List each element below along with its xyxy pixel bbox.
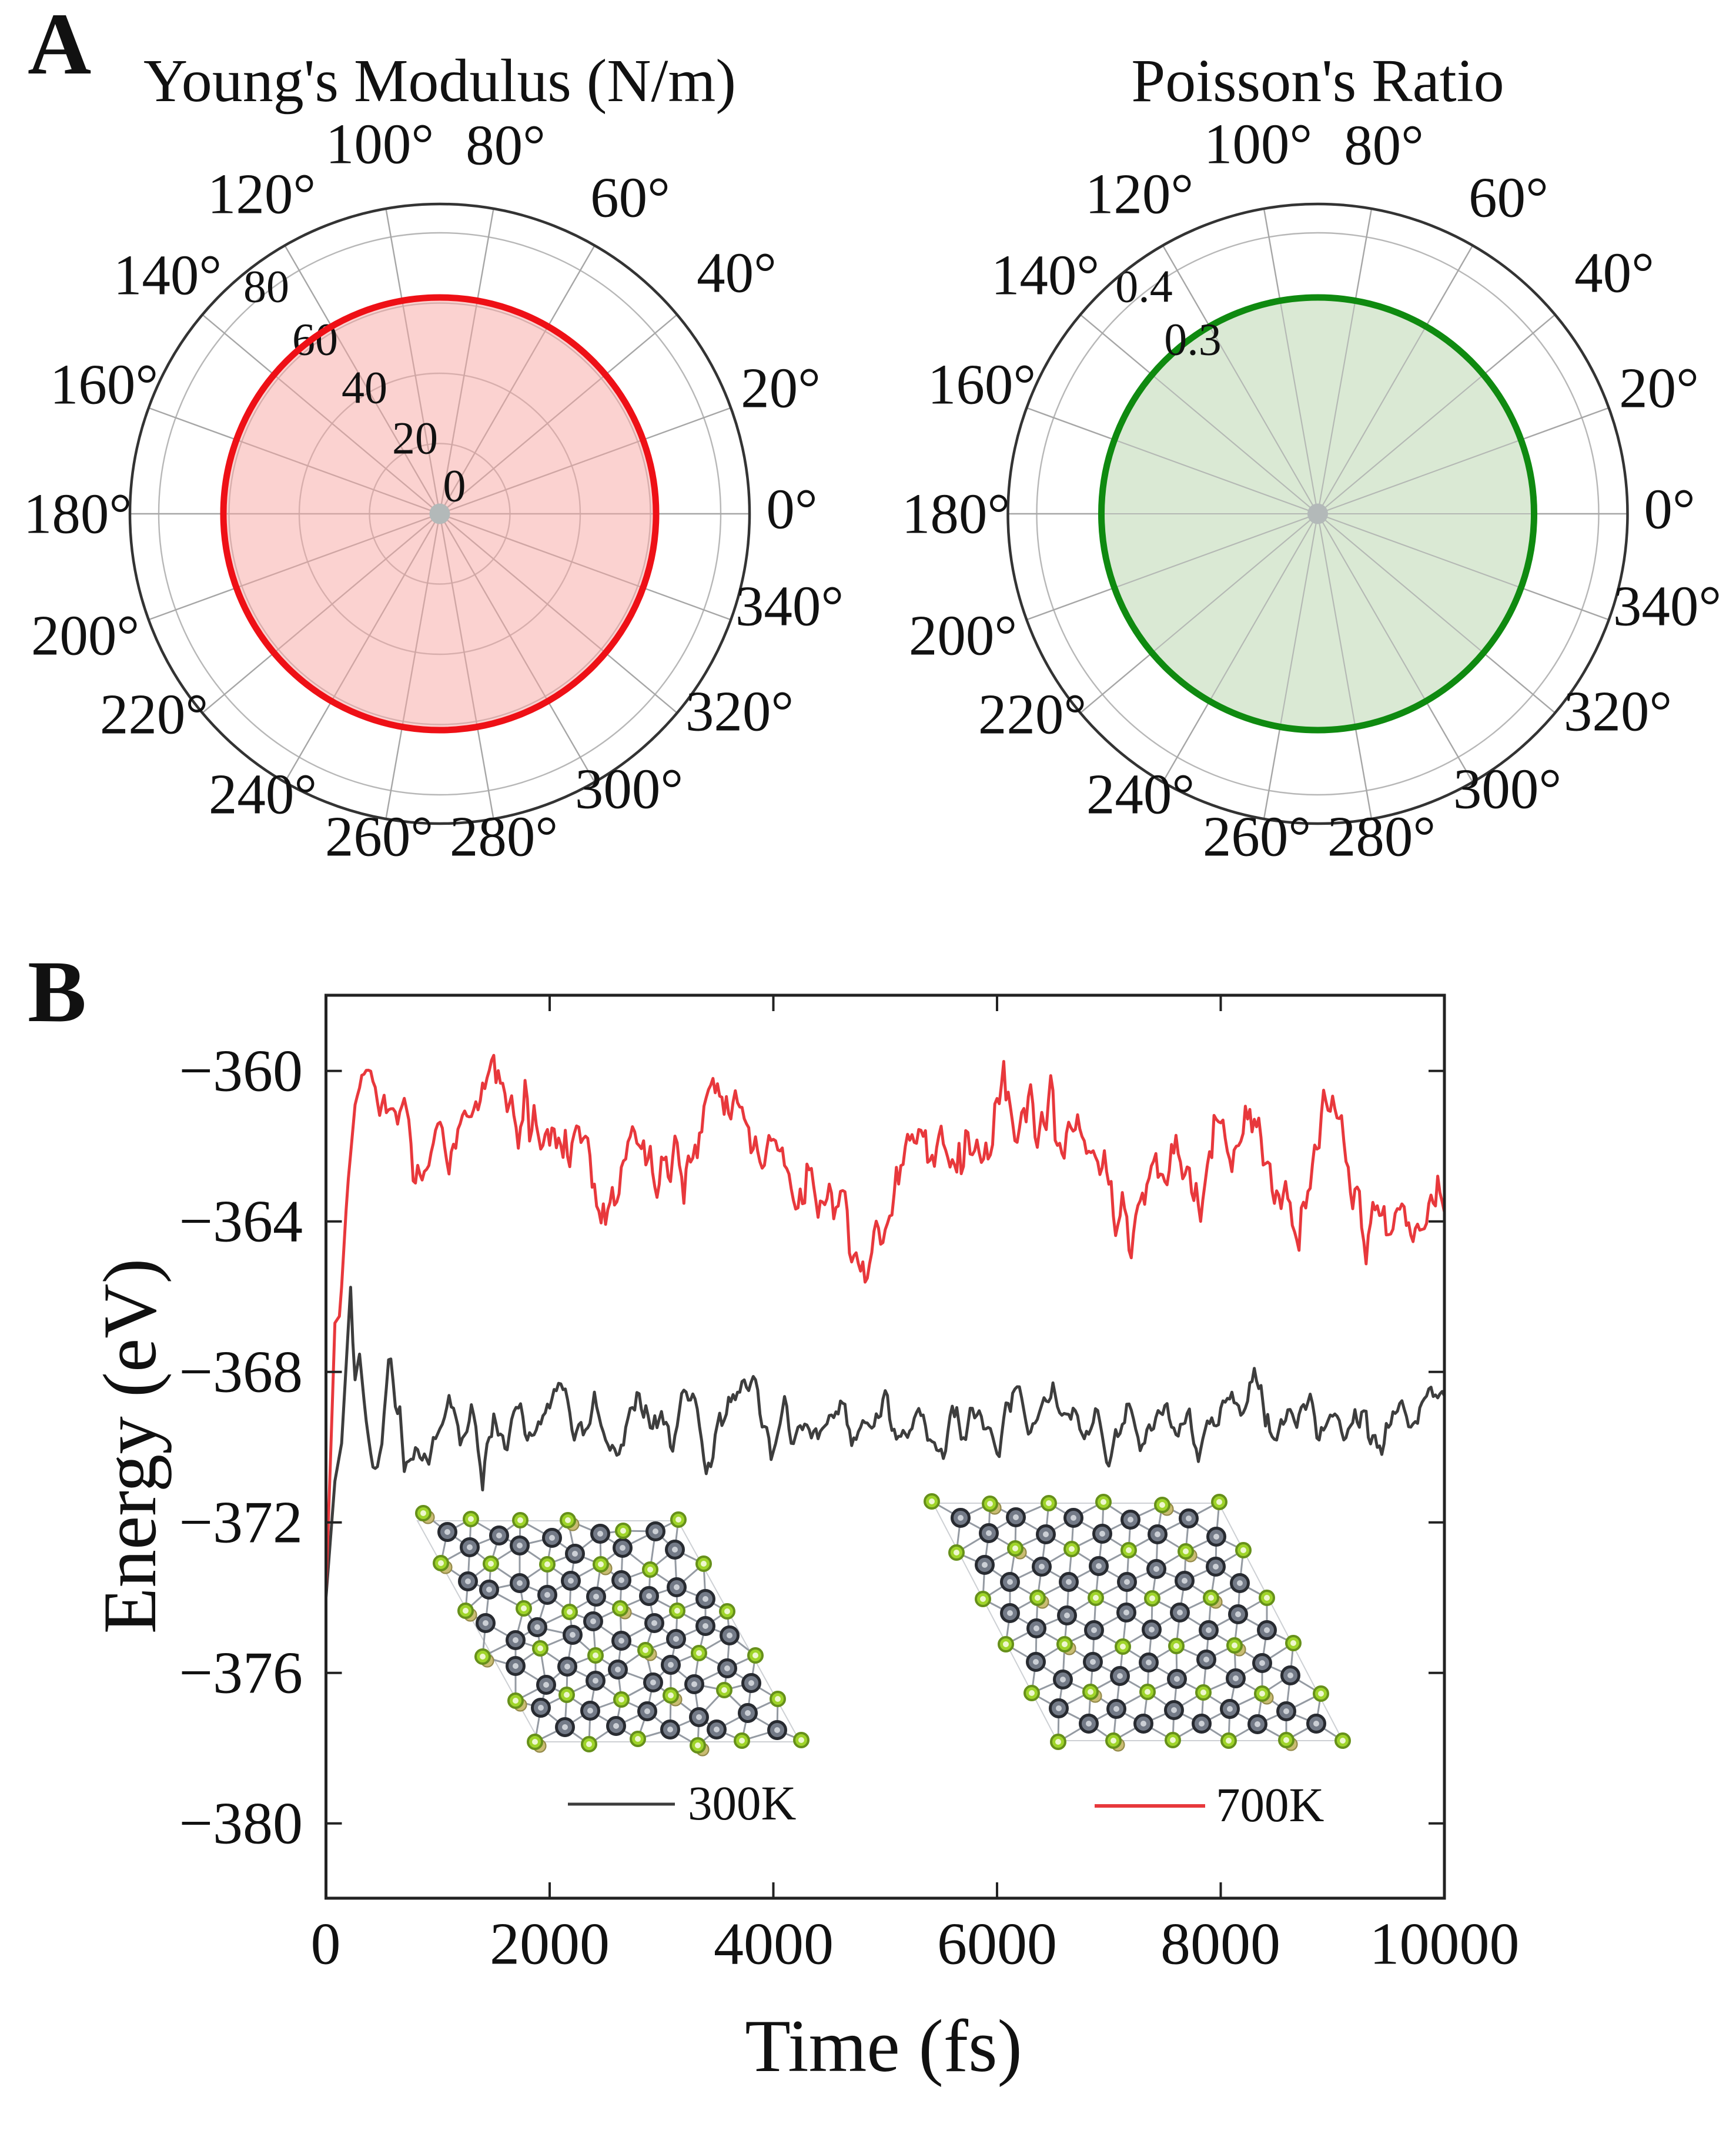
svg-text:−360: −360 [179, 1038, 303, 1105]
svg-text:340°: 340° [735, 575, 844, 638]
svg-text:320°: 320° [1564, 680, 1672, 743]
svg-text:240°: 240° [209, 763, 317, 826]
svg-text:−368: −368 [179, 1339, 303, 1406]
svg-text:10000: 10000 [1370, 1911, 1520, 1978]
svg-text:40°: 40° [1574, 242, 1654, 305]
svg-text:0°: 0° [766, 478, 817, 541]
svg-text:0.3: 0.3 [1164, 314, 1222, 365]
svg-text:B: B [28, 943, 86, 1041]
svg-text:120°: 120° [1085, 163, 1193, 226]
svg-text:60°: 60° [590, 166, 670, 229]
svg-text:Poisson's Ratio: Poisson's Ratio [1131, 47, 1504, 115]
svg-text:−380: −380 [179, 1791, 303, 1857]
svg-text:100°: 100° [1204, 113, 1312, 176]
svg-text:160°: 160° [928, 353, 1036, 416]
svg-text:60°: 60° [1469, 166, 1548, 229]
svg-text:0.4: 0.4 [1115, 261, 1173, 312]
svg-text:20°: 20° [741, 357, 821, 420]
svg-text:4000: 4000 [714, 1911, 834, 1978]
svg-text:300K: 300K [688, 1776, 797, 1830]
svg-text:100°: 100° [326, 113, 434, 176]
svg-text:280°: 280° [450, 805, 558, 868]
svg-text:280°: 280° [1327, 805, 1436, 868]
svg-text:180°: 180° [902, 483, 1010, 546]
svg-text:0: 0 [443, 460, 466, 511]
svg-text:700K: 700K [1216, 1778, 1324, 1832]
svg-text:2000: 2000 [490, 1911, 610, 1978]
svg-text:8000: 8000 [1160, 1911, 1280, 1978]
svg-text:−364: −364 [179, 1189, 303, 1255]
svg-text:220°: 220° [978, 683, 1086, 746]
svg-text:80°: 80° [1344, 114, 1424, 177]
svg-text:40°: 40° [697, 242, 777, 305]
svg-text:20°: 20° [1619, 357, 1699, 420]
svg-text:0: 0 [311, 1911, 341, 1978]
svg-text:Time (fs): Time (fs) [745, 2005, 1022, 2087]
svg-text:260°: 260° [1203, 805, 1311, 868]
svg-text:Young's Modulus (N/m): Young's Modulus (N/m) [143, 47, 736, 115]
svg-text:0°: 0° [1644, 478, 1695, 541]
svg-text:80°: 80° [466, 114, 546, 177]
svg-text:−372: −372 [179, 1490, 303, 1556]
svg-text:160°: 160° [50, 353, 158, 416]
svg-text:300°: 300° [1453, 758, 1561, 821]
svg-text:40: 40 [342, 362, 387, 413]
svg-text:340°: 340° [1613, 575, 1721, 638]
svg-text:140°: 140° [991, 244, 1099, 307]
svg-text:260°: 260° [325, 805, 433, 868]
svg-text:200°: 200° [909, 604, 1017, 667]
svg-text:320°: 320° [685, 680, 794, 743]
svg-text:−376: −376 [179, 1640, 303, 1707]
svg-text:180°: 180° [24, 483, 132, 546]
svg-text:120°: 120° [208, 163, 316, 226]
svg-text:200°: 200° [31, 604, 139, 667]
svg-text:240°: 240° [1086, 763, 1195, 826]
svg-text:220°: 220° [100, 683, 208, 746]
svg-text:Energy (eV): Energy (eV) [88, 1259, 172, 1634]
svg-text:140°: 140° [113, 244, 222, 307]
svg-text:300°: 300° [575, 758, 683, 821]
svg-text:6000: 6000 [937, 1911, 1057, 1978]
svg-text:20: 20 [392, 413, 438, 464]
svg-text:A: A [28, 0, 91, 93]
